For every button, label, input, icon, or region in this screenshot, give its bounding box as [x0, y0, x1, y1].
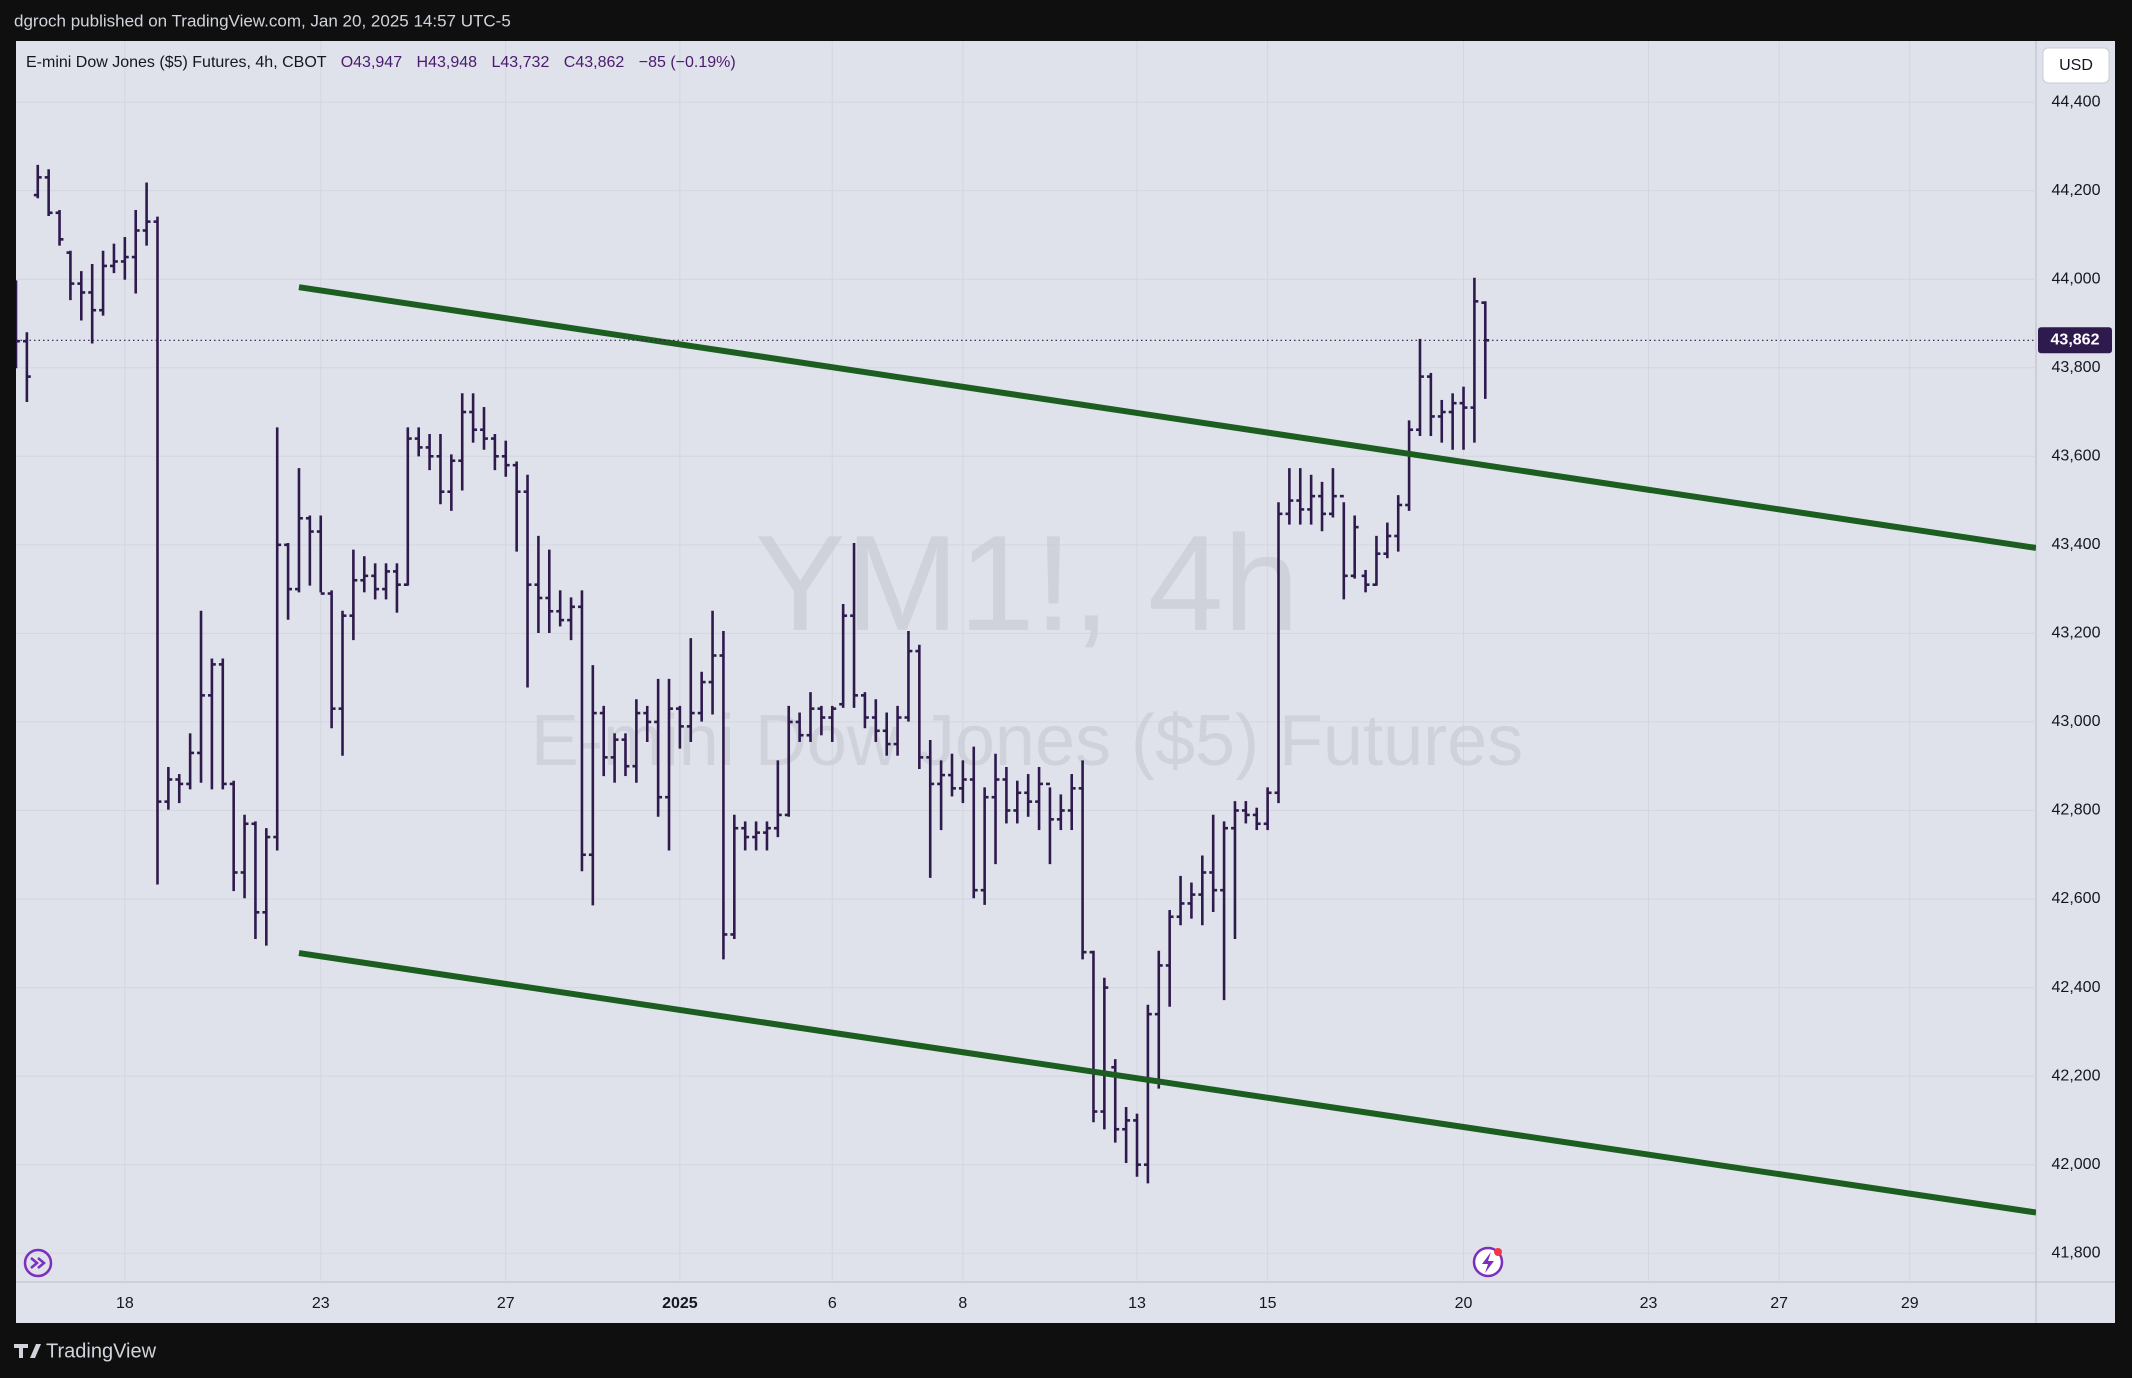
- grid: [16, 41, 2036, 1282]
- y-tick-label: 42,600: [2052, 890, 2101, 907]
- x-tick-label: 29: [1901, 1295, 1919, 1312]
- x-tick-label: 18: [116, 1295, 134, 1312]
- x-tick-label: 27: [1770, 1295, 1788, 1312]
- legend-low: L43,732: [492, 54, 550, 71]
- y-tick-label: 42,400: [2052, 979, 2101, 996]
- x-tick-label: 13: [1128, 1295, 1146, 1312]
- axes: 41,800 42,000 42,200 42,400 42,600 42,800 43,0…: [116, 93, 2112, 1312]
- plot: [16, 164, 2036, 1216]
- goto-icon-arrow[interactable]: [30, 1257, 46, 1269]
- events-icon-dot[interactable]: [1494, 1248, 1502, 1256]
- y-tick-label: 43,200: [2052, 625, 2101, 642]
- legend-symbol: E-mini Dow Jones ($5) Futures, 4h, CBOT: [26, 54, 327, 71]
- x-tick-label: 6: [828, 1295, 837, 1312]
- trend-line: [298, 950, 2036, 1216]
- y-tick-label: 41,800: [2052, 1244, 2101, 1261]
- publish-header: dgroch published on TradingView.com, Jan…: [14, 11, 511, 30]
- currency-button-box[interactable]: [2042, 47, 2110, 84]
- events-icon-bolt[interactable]: [1482, 1252, 1494, 1273]
- trend-line: [298, 284, 2036, 551]
- last-price-box: [2038, 327, 2112, 354]
- x-tick-label: 15: [1259, 1295, 1277, 1312]
- legend-open: O43,947: [341, 54, 402, 71]
- y-tick-label: 44,200: [2052, 182, 2101, 199]
- watermark-subtitle: E-mini Dow Jones ($5) Futures: [531, 701, 1523, 781]
- y-tick-label: 43,400: [2052, 536, 2101, 553]
- footer-logo[interactable]: [14, 1344, 41, 1358]
- x-tick-label: 23: [312, 1295, 330, 1312]
- watermark-title: YM1!, 4h: [755, 507, 1299, 659]
- x-tick-label: 2025: [662, 1295, 698, 1312]
- goto-icon-circle[interactable]: [23, 1248, 53, 1278]
- y-tick-label: 44,400: [2052, 93, 2101, 110]
- x-tick-label: 27: [497, 1295, 515, 1312]
- x-tick-label: 20: [1455, 1295, 1473, 1312]
- x-tick-label: 23: [1640, 1295, 1658, 1312]
- y-tick-label: 42,800: [2052, 802, 2101, 819]
- chart-panel: [16, 41, 2115, 1323]
- y-tick-label: 42,200: [2052, 1067, 2101, 1084]
- x-tick-label: 8: [958, 1295, 967, 1312]
- currency-button-label[interactable]: USD: [2059, 57, 2093, 74]
- goto-icon[interactable]: [23, 1248, 53, 1278]
- legend-high: H43,948: [417, 54, 478, 71]
- y-tick-label: 42,000: [2052, 1156, 2101, 1173]
- legend-close: C43,862: [564, 54, 625, 71]
- legend: E-mini Dow Jones ($5) Futures, 4h, CBOT …: [26, 54, 736, 71]
- legend-change: −85 (−0.19%): [639, 54, 736, 71]
- y-tick-label: 43,600: [2052, 448, 2101, 465]
- footer-brand-text[interactable]: TradingView: [46, 1340, 157, 1362]
- y-tick-label: 43,000: [2052, 713, 2101, 730]
- footer-brand[interactable]: TradingView: [14, 1340, 157, 1362]
- y-tick-label: 44,000: [2052, 270, 2101, 287]
- events-icon[interactable]: [1472, 1246, 1504, 1278]
- last-price-label: 43,862: [2051, 332, 2100, 349]
- currency-button[interactable]: USD: [2042, 47, 2110, 84]
- y-tick-label: 43,800: [2052, 359, 2101, 376]
